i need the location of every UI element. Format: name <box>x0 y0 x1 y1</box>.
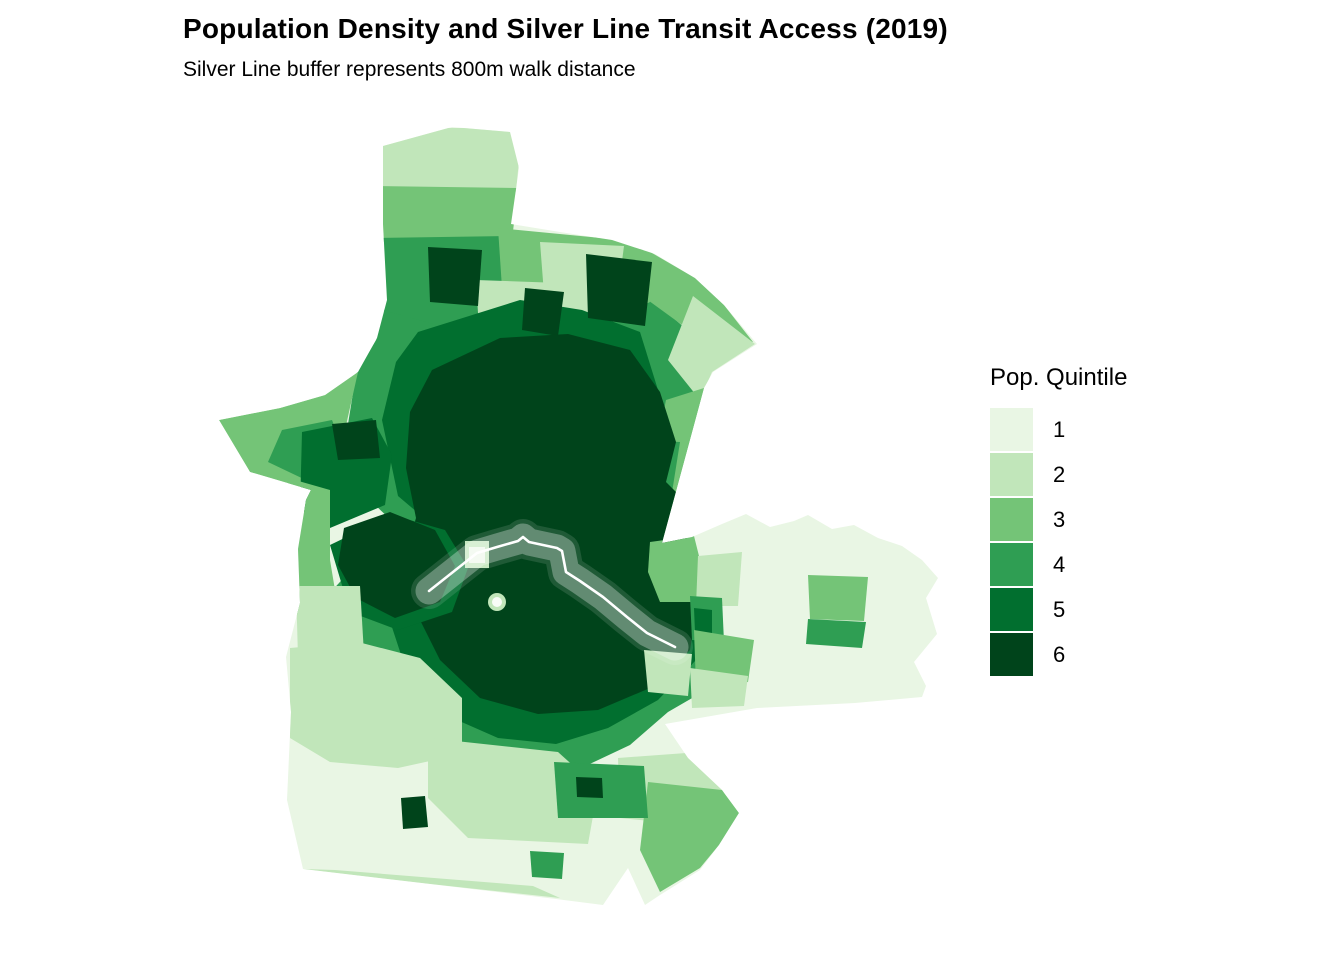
map-region-q4 <box>530 851 564 879</box>
legend-swatch <box>990 453 1033 496</box>
legend-label: 3 <box>1053 506 1066 532</box>
map-region-q3 <box>808 575 868 621</box>
map-region-q4 <box>806 619 866 648</box>
map-region-q2 <box>376 128 522 194</box>
map-region-q6 <box>428 247 482 306</box>
legend-label: 5 <box>1053 596 1066 622</box>
map-region-q2 <box>690 668 748 708</box>
legend-title: Pop. Quintile <box>990 364 1128 391</box>
legend-swatch <box>990 588 1033 631</box>
silver-line <box>427 535 677 649</box>
legend-items: 1 2 3 4 5 6 <box>990 408 1127 676</box>
legend-label: 4 <box>1053 551 1066 577</box>
legend-item: 5 <box>990 588 1127 631</box>
plot-subtitle: Silver Line buffer represents 800m walk … <box>183 58 636 81</box>
map-region-q2 <box>296 586 364 658</box>
map-region-q6 <box>338 512 455 618</box>
legend-item: 3 <box>990 498 1127 541</box>
map-region-q6 <box>404 334 698 714</box>
plot-title: Population Density and Silver Line Trans… <box>183 13 948 44</box>
map-region-q2 <box>644 650 692 696</box>
map-region-q2 <box>303 869 560 898</box>
map-region-q6 <box>332 420 380 460</box>
map-region-q3 <box>374 186 518 242</box>
legend-item: 4 <box>990 543 1127 586</box>
legend-label: 6 <box>1053 641 1066 667</box>
map-region-q3 <box>640 246 753 342</box>
map-region-q2 <box>696 552 742 606</box>
map-region-q2 <box>668 296 755 400</box>
map-region-q6 <box>522 288 564 336</box>
legend-label: 2 <box>1053 461 1066 487</box>
legend-label: 1 <box>1053 416 1066 442</box>
legend: Pop. Quintile 1 2 3 4 5 6 <box>990 364 1127 678</box>
map-region-q6 <box>586 254 652 326</box>
legend-item: 1 <box>990 408 1127 451</box>
map-region-q5 <box>694 608 712 634</box>
map-region-q3 <box>648 536 700 602</box>
legend-swatch <box>990 543 1033 586</box>
map-region-q6 <box>401 796 428 829</box>
legend-item: 6 <box>990 633 1127 676</box>
legend-swatch <box>990 408 1033 451</box>
map-region-q6 <box>576 777 603 798</box>
map-region-q3 <box>640 782 739 892</box>
map-landmark <box>492 597 502 607</box>
map-region-q2 <box>290 642 462 768</box>
legend-swatch <box>990 498 1033 541</box>
legend-item: 2 <box>990 453 1127 496</box>
legend-swatch <box>990 633 1033 676</box>
